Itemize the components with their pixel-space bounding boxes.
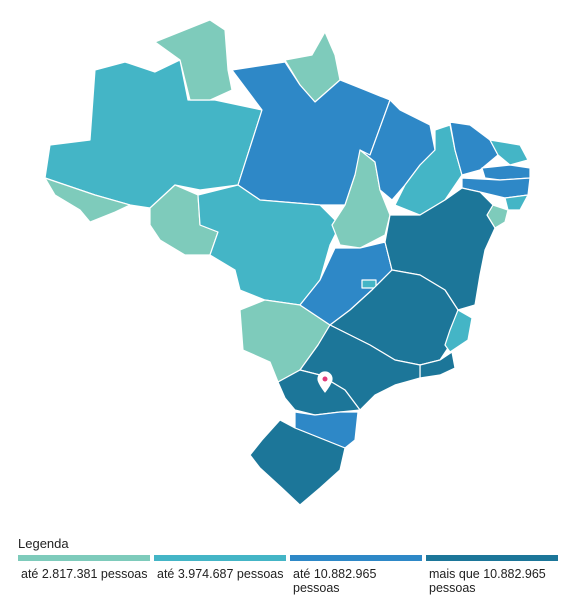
legend-label: mais que 10.882.965 pessoas	[429, 567, 546, 595]
legend-title: Legenda	[18, 536, 69, 551]
legend-label: até 2.817.381 pessoas	[21, 567, 148, 581]
state-rio-grande-do-sul[interactable]	[249, 419, 346, 506]
legend-label: até 3.974.687 pessoas	[157, 567, 284, 581]
state-maranhao[interactable]	[359, 99, 436, 201]
state-rio-grande-do-norte[interactable]	[489, 139, 529, 166]
state-alagoas[interactable]	[504, 194, 529, 211]
legend-label: até 10.882.965 pessoas	[293, 567, 377, 595]
legend-item[interactable]: até 2.817.381 pessoas	[18, 555, 150, 595]
state-acre[interactable]	[44, 177, 131, 223]
legend-swatch	[290, 555, 422, 561]
state-paraiba[interactable]	[481, 164, 531, 181]
legend-swatch	[426, 555, 558, 561]
legend-item[interactable]: até 10.882.965 pessoas	[290, 555, 422, 595]
brazil-states-map	[44, 19, 531, 506]
state-roraima[interactable]	[154, 19, 233, 101]
legend-item[interactable]: mais que 10.882.965 pessoas	[426, 555, 558, 595]
state-espirito-santo[interactable]	[444, 309, 473, 353]
legend-item[interactable]: até 3.974.687 pessoas	[154, 555, 286, 595]
legend: até 2.817.381 pessoas até 3.974.687 pess…	[18, 555, 558, 595]
state-bahia[interactable]	[384, 187, 496, 311]
legend-swatch	[154, 555, 286, 561]
state-distrito-federal[interactable]	[361, 279, 377, 289]
legend-swatch	[18, 555, 150, 561]
location-pin-icon[interactable]	[317, 371, 333, 393]
state-amazonas[interactable]	[44, 59, 263, 209]
state-ceara[interactable]	[449, 121, 499, 176]
